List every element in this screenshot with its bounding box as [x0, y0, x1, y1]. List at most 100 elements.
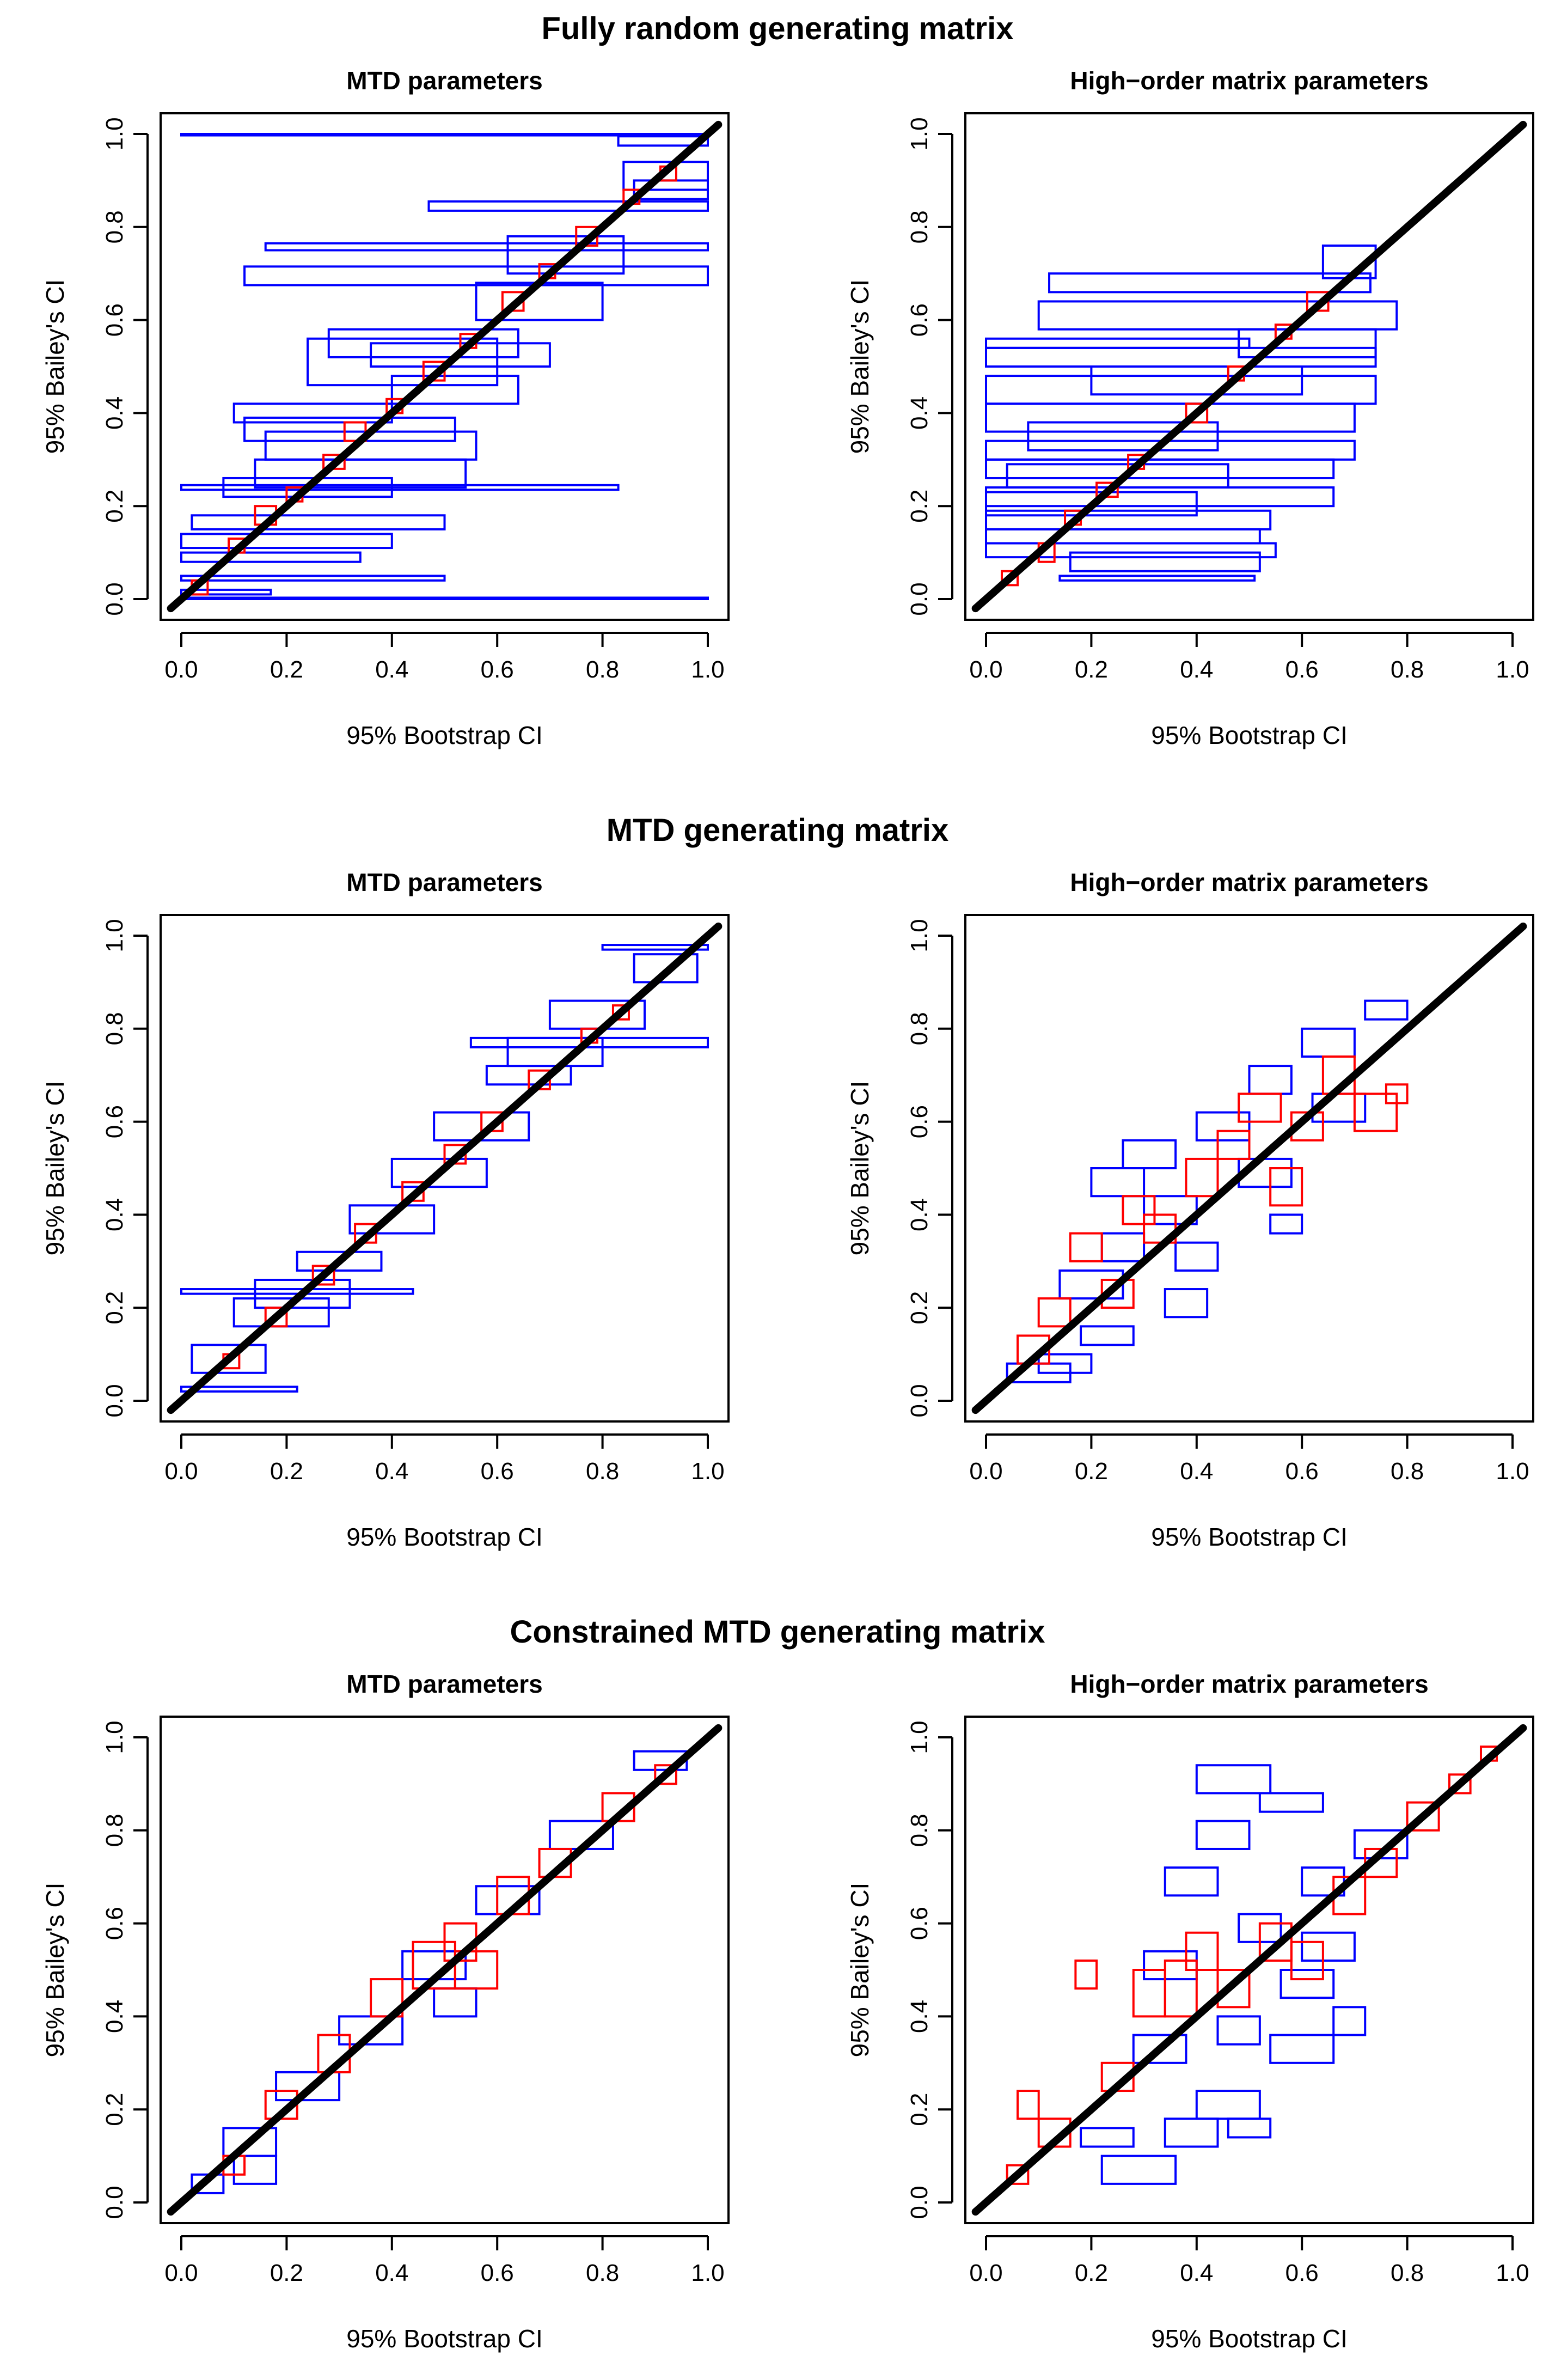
ci-rectangle: [1195, 1111, 1251, 1142]
ci-rectangle: [1100, 2155, 1177, 2185]
ci-rectangle: [1269, 1213, 1303, 1235]
ci-rectangle: [254, 1278, 351, 1309]
ci-rectangle: [1238, 328, 1377, 358]
ci-rectangle: [1290, 1940, 1324, 1981]
ci-rectangle: [232, 2155, 278, 2185]
x-tick-label: 0.0: [164, 1458, 198, 1485]
y-tick-label: 1.0: [906, 1720, 933, 1754]
ci-rectangle: [348, 1204, 436, 1235]
ci-rectangle: [311, 1265, 335, 1286]
y-tick-label: 0.2: [101, 1291, 128, 1325]
x-tick-label: 0.6: [481, 1458, 514, 1485]
ci-rectangle: [506, 235, 625, 275]
x-tick-label: 0.8: [586, 656, 619, 683]
panel-title: MTD parameters: [346, 66, 542, 95]
ci-rectangle: [1227, 2117, 1272, 2139]
y-tick-label: 0.0: [906, 2186, 933, 2219]
x-tick-label: 0.4: [375, 2260, 408, 2286]
identity-line: [167, 922, 723, 1414]
x-tick-label: 1.0: [1496, 656, 1529, 683]
ci-rectangle: [1074, 1959, 1098, 1990]
x-tick-label: 1.0: [691, 656, 724, 683]
x-tick-label: 0.8: [586, 1458, 619, 1485]
x-tick-label: 1.0: [691, 2260, 724, 2286]
chart-panel-p3: MTD parameters 0.0 0.2 0.4 0.6 0.8 1.0 0.0 0.2 0.…: [41, 868, 730, 1551]
x-tick-label: 0.8: [1391, 656, 1424, 683]
ci-rectangle: [985, 337, 1251, 349]
chart-panel-p4: High−order matrix parameters 0.0 0.2 0.4 0.6…: [846, 868, 1534, 1551]
x-tick-label: 0.2: [270, 2260, 303, 2286]
ci-rectangle: [1195, 1820, 1251, 1850]
plot-frame: [964, 914, 1534, 1423]
y-tick-label: 0.8: [906, 1814, 933, 1847]
plot-frame: [160, 112, 730, 621]
ci-rectangle: [985, 491, 1198, 517]
y-tick-label: 0.4: [101, 396, 128, 430]
x-tick-label: 0.0: [969, 2260, 1002, 2286]
y-tick-label: 1.0: [101, 919, 128, 952]
ci-rectangle: [654, 1764, 677, 1785]
ci-rectangle: [254, 458, 467, 489]
ci-rectangle: [985, 542, 1277, 559]
ci-rectangle: [1238, 1093, 1282, 1123]
ci-rectangle: [1001, 570, 1019, 587]
ci-rectangle: [1258, 1792, 1324, 1813]
identity-line: [167, 120, 723, 613]
ci-rectangle: [180, 588, 272, 596]
x-tick-label: 0.2: [270, 656, 303, 683]
ci-rectangle: [180, 551, 362, 563]
y-tick-label: 0.4: [906, 1198, 933, 1231]
ci-rectangle: [180, 596, 709, 600]
ci-rectangle: [1037, 300, 1398, 331]
ci-rectangle: [1090, 1167, 1146, 1198]
ci-rectangle: [1332, 2006, 1367, 2036]
ci-rectangle: [1185, 1931, 1219, 1971]
y-tick-label: 0.6: [906, 1907, 933, 1940]
ci-rectangle: [601, 944, 709, 951]
ci-rectangle: [180, 133, 709, 137]
y-tick-label: 0.0: [101, 1384, 128, 1417]
ci-rectangle: [390, 1157, 488, 1188]
x-tick-label: 0.6: [481, 2260, 514, 2286]
x-axis-label: 95% Bootstrap CI: [346, 2324, 543, 2353]
x-tick-label: 0.4: [375, 656, 408, 683]
y-tick-label: 0.6: [101, 303, 128, 337]
x-axis-label: 95% Bootstrap CI: [1151, 1523, 1348, 1551]
ci-rectangle: [1037, 1297, 1072, 1328]
y-tick-label: 0.6: [906, 1105, 933, 1138]
x-tick-label: 0.6: [1285, 656, 1319, 683]
ci-rectangle: [180, 1386, 298, 1393]
x-axis-label: 95% Bootstrap CI: [346, 1523, 543, 1551]
x-tick-label: 0.2: [1075, 1458, 1108, 1485]
ci-rectangle: [611, 1004, 630, 1021]
y-tick-label: 1.0: [906, 117, 933, 150]
data-marks: [971, 120, 1527, 613]
x-tick-label: 0.0: [969, 1458, 1002, 1485]
ci-rectangle: [1006, 2164, 1030, 2185]
y-tick-label: 0.8: [906, 210, 933, 243]
y-tick-label: 0.4: [906, 396, 933, 430]
y-axis-label: 95% Bailey's CI: [846, 1883, 874, 2058]
identity-line: [167, 1724, 723, 2216]
plot-frame: [964, 1716, 1534, 2224]
data-marks: [167, 1724, 723, 2216]
y-tick-label: 0.0: [101, 2186, 128, 2219]
panel-title: High−order matrix parameters: [1070, 1670, 1428, 1698]
y-tick-label: 0.0: [906, 1384, 933, 1417]
ci-rectangle: [1017, 2090, 1040, 2120]
ci-rectangle: [1164, 2117, 1219, 2148]
ci-rectangle: [1048, 272, 1372, 294]
y-tick-label: 0.2: [906, 490, 933, 523]
plot-frame: [964, 112, 1534, 621]
ci-rectangle: [1448, 1773, 1472, 1795]
y-tick-label: 0.6: [101, 1907, 128, 1940]
y-tick-label: 1.0: [101, 1720, 128, 1754]
x-tick-label: 0.8: [586, 2260, 619, 2286]
ci-rectangle: [1164, 1288, 1209, 1319]
y-tick-label: 0.0: [101, 582, 128, 615]
y-tick-label: 0.6: [101, 1105, 128, 1138]
data-marks: [971, 922, 1527, 1414]
ci-rectangle: [191, 1344, 267, 1374]
ci-rectangle: [275, 2071, 341, 2102]
